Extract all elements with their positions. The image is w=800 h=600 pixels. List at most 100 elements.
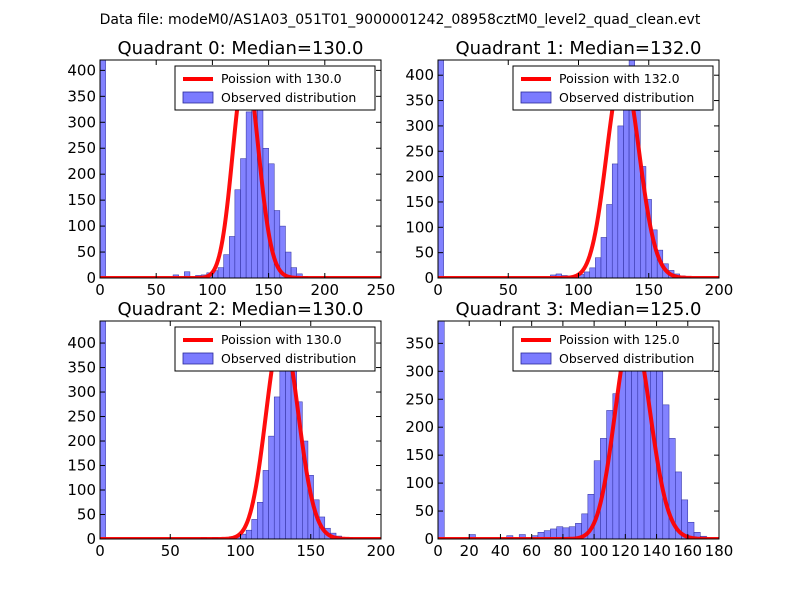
subplot-grid: 0 50 100 150 200 250050100150200250300350400Q… bbox=[67, 38, 733, 560]
x-tick-label: 200 bbox=[705, 281, 734, 299]
histogram-bar bbox=[583, 271, 590, 278]
x-tick-label: 200 bbox=[310, 281, 339, 299]
x-tick-label: 0 bbox=[433, 281, 443, 299]
histogram-bar bbox=[245, 111, 252, 278]
histogram-bar bbox=[662, 404, 670, 539]
y-tick-label: 100 bbox=[405, 474, 434, 492]
subplot-title: Quadrant 2: Median=130.0 bbox=[118, 299, 364, 320]
y-tick-label: 150 bbox=[405, 193, 434, 211]
y-tick-label: 0 bbox=[86, 269, 96, 287]
subplot-quadrant-0: 0 50 100 150 200 250 0 50 100 150 200 250 300 350 400 Q… bbox=[67, 38, 395, 299]
y-tick-label: 100 bbox=[405, 218, 434, 236]
y-tick-label: 50 bbox=[415, 502, 434, 520]
y-tick-label: 250 bbox=[67, 408, 96, 426]
x-tick-label: 100 bbox=[580, 542, 609, 560]
x-tick-label: 60 bbox=[522, 542, 541, 560]
legend-label-poisson: Poission with 125.0 bbox=[559, 332, 680, 347]
y-tick-label: 350 bbox=[67, 87, 96, 105]
legend-bar-swatch bbox=[182, 91, 214, 104]
histogram-bar bbox=[631, 365, 639, 539]
x-tick-label: 0 bbox=[95, 542, 105, 560]
x-tick-label: 40 bbox=[491, 542, 510, 560]
histogram-bar bbox=[268, 435, 275, 539]
legend: Poission with 130.0 Observed distribution bbox=[174, 326, 376, 372]
axes-frame bbox=[437, 320, 720, 540]
legend-bar-swatch bbox=[520, 91, 552, 104]
x-tick-label: 150 bbox=[634, 281, 663, 299]
y-tick-label: 200 bbox=[405, 168, 434, 186]
x-tick-label: 80 bbox=[553, 542, 572, 560]
x-tick-label: 0 bbox=[433, 542, 443, 560]
x-tick-label: 120 bbox=[611, 542, 640, 560]
x-tick-label: 100 bbox=[226, 542, 255, 560]
y-tick-label: 200 bbox=[405, 418, 434, 436]
y-tick-label: 400 bbox=[405, 66, 434, 84]
y-tick-label: 100 bbox=[67, 217, 96, 235]
y-tick-label: 150 bbox=[67, 457, 96, 475]
histogram-bar bbox=[100, 321, 106, 539]
histogram-bar bbox=[285, 251, 292, 278]
x-tick-label: 100 bbox=[198, 281, 227, 299]
histogram-bar bbox=[617, 125, 624, 278]
x-tick-label: 50 bbox=[499, 281, 518, 299]
legend: Poission with 130.0 Observed distribution bbox=[174, 65, 376, 111]
poisson-curve bbox=[438, 327, 719, 539]
poisson-curve bbox=[100, 328, 381, 539]
histogram-bar bbox=[251, 519, 258, 539]
y-tick-label: 0 bbox=[424, 530, 434, 548]
histogram-bar bbox=[279, 362, 286, 539]
histogram-bar bbox=[611, 163, 619, 278]
plot-area bbox=[438, 321, 719, 539]
subplot-title: Quadrant 3: Median=125.0 bbox=[456, 299, 702, 320]
x-tick-label: 250 bbox=[367, 281, 396, 299]
histogram-bar bbox=[234, 189, 241, 278]
subplot-title: Quadrant 1: Median=132.0 bbox=[456, 38, 702, 59]
y-tick-label: 150 bbox=[405, 446, 434, 464]
histogram-bar bbox=[217, 267, 224, 278]
histogram-bar bbox=[595, 257, 602, 278]
legend-label-poisson: Poission with 130.0 bbox=[221, 332, 342, 347]
legend-label-observed: Observed distribution bbox=[221, 90, 356, 105]
subplot-quadrant-2: 0 50 100 150 200 0 50 100 150 200 250 300 350 400 Quad… bbox=[67, 299, 395, 560]
y-tick-label: 250 bbox=[405, 142, 434, 160]
y-tick-label: 200 bbox=[67, 165, 96, 183]
histogram-bar bbox=[245, 529, 252, 539]
legend-label-observed: Observed distribution bbox=[559, 90, 694, 105]
y-tick-label: 350 bbox=[67, 359, 96, 377]
legend-bar-swatch bbox=[520, 352, 552, 365]
subplot-quadrant-3: 0 20 40 60 80 100 120 140 160 1800501001502002503… bbox=[405, 299, 733, 560]
histogram-bar bbox=[285, 342, 292, 539]
histogram-bar bbox=[223, 254, 230, 278]
y-tick-label: 100 bbox=[67, 481, 96, 499]
axes-frame bbox=[99, 59, 382, 279]
y-tick-label: 0 bbox=[424, 269, 434, 287]
y-tick-label: 400 bbox=[67, 334, 96, 352]
plot-area bbox=[100, 321, 381, 539]
histogram-bar bbox=[518, 534, 526, 539]
x-tick-label: 160 bbox=[673, 542, 702, 560]
x-tick-label: 50 bbox=[147, 281, 166, 299]
histogram-bar bbox=[100, 60, 106, 278]
x-tick-label: 20 bbox=[460, 542, 479, 560]
legend: Poission with 132.0 Observed distribution bbox=[512, 65, 714, 111]
histogram-bar bbox=[600, 237, 607, 278]
subplot-title: Quadrant 0: Median=130.0 bbox=[118, 38, 364, 59]
x-tick-label: 0 bbox=[95, 281, 105, 299]
legend-label-poisson: Poission with 132.0 bbox=[559, 71, 680, 86]
x-tick-label: 200 bbox=[367, 542, 396, 560]
histogram-bar bbox=[229, 236, 236, 278]
y-tick-label: 200 bbox=[67, 432, 96, 450]
y-tick-label: 0 bbox=[86, 530, 96, 548]
legend-label-observed: Observed distribution bbox=[221, 351, 356, 366]
legend: Poission with 125.0 Observed distribution bbox=[512, 326, 714, 372]
histogram-bar bbox=[262, 470, 269, 539]
histogram-bar bbox=[257, 502, 264, 539]
legend-label-poisson: Poission with 130.0 bbox=[221, 71, 342, 86]
x-tick-label: 140 bbox=[642, 542, 671, 560]
x-tick-label: 150 bbox=[254, 281, 283, 299]
x-tick-label: 150 bbox=[296, 542, 325, 560]
x-tick-label: 50 bbox=[161, 542, 180, 560]
subplot-quadrant-1: 0 50 100 150 200 0 50 100 150 200 250 300 350 400 Quad… bbox=[405, 38, 733, 299]
y-tick-label: 350 bbox=[405, 92, 434, 110]
